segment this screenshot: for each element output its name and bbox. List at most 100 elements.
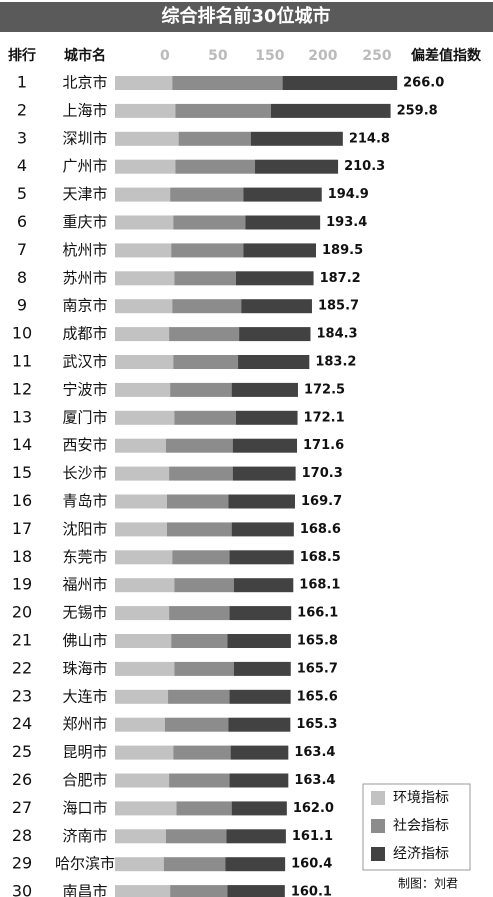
bar-segment	[115, 773, 170, 788]
bar-segment	[115, 299, 173, 314]
bar-segment	[230, 745, 289, 760]
bar-segment	[115, 215, 174, 230]
bar-segment	[115, 271, 175, 286]
category-label: 南昌市	[62, 883, 107, 897]
bar-segment	[232, 438, 298, 453]
bar-segment	[171, 634, 228, 648]
bar-segment	[176, 801, 232, 816]
bar-segment	[166, 494, 229, 509]
total-label: 184.3	[316, 327, 357, 342]
bar-segment	[243, 243, 317, 258]
total-label: 210.3	[344, 159, 385, 174]
category-label: 无锡市	[62, 604, 107, 622]
bar-segment	[239, 327, 311, 342]
bar-segment	[115, 187, 171, 202]
category-label: 上海市	[62, 101, 107, 119]
bar-segment	[175, 159, 256, 174]
total-label: 169.7	[301, 494, 342, 509]
rank-label: 29	[12, 854, 32, 873]
chart-title: 综合排名前30位城市	[161, 5, 330, 27]
legend-swatch	[371, 819, 385, 833]
bar-segment	[227, 885, 285, 897]
total-label: 163.4	[294, 745, 335, 760]
total-label: 183.2	[315, 355, 356, 370]
rank-label: 25	[12, 742, 32, 761]
total-label: 193.4	[326, 215, 367, 230]
bar-segment	[169, 606, 230, 621]
bar-segment	[115, 466, 170, 481]
bar-segment	[231, 801, 287, 816]
rank-label: 10	[12, 324, 32, 343]
bar-segment	[115, 76, 173, 90]
category-label: 宁波市	[62, 380, 107, 398]
rank-label: 7	[17, 240, 27, 259]
total-label: 170.3	[302, 466, 343, 481]
rank-label: 11	[12, 352, 32, 371]
bar-segment	[115, 661, 175, 676]
bar-segment	[235, 271, 314, 286]
rank-label: 13	[12, 407, 32, 426]
bar-segment	[229, 606, 292, 621]
rank-label: 4	[17, 156, 27, 175]
legend-label: 环境指标	[393, 790, 449, 806]
rank-label: 20	[12, 603, 32, 622]
bar-segment	[168, 689, 230, 704]
rank-label: 15	[12, 463, 32, 482]
bar-segment	[115, 494, 167, 509]
bar-segment	[229, 773, 289, 788]
bar-segment	[115, 885, 171, 897]
total-label: 168.6	[300, 522, 341, 537]
bar-segment	[228, 494, 296, 509]
category-header: 城市名	[64, 47, 106, 64]
category-label: 大连市	[62, 687, 107, 705]
category-label: 济南市	[62, 827, 107, 845]
total-label: 189.5	[322, 243, 363, 258]
category-label: 武汉市	[62, 353, 107, 371]
total-label: 185.7	[318, 299, 359, 314]
category-label: 北京市	[62, 74, 107, 92]
rank-label: 16	[12, 491, 32, 510]
total-label: 165.3	[296, 717, 337, 732]
bar-segment	[173, 215, 246, 230]
x-tick-label: 200	[308, 48, 337, 64]
category-label: 哈尔滨市	[55, 855, 115, 873]
bar-segment	[175, 103, 271, 118]
bar-segment	[241, 299, 312, 314]
legend-swatch	[371, 791, 385, 805]
bar-segment	[166, 522, 232, 537]
category-label: 厦门市	[62, 408, 107, 426]
bar-segment	[171, 243, 244, 258]
bar-segment	[115, 717, 165, 732]
bar-segment	[165, 438, 233, 453]
x-tick-label: 50	[208, 48, 228, 64]
bar-segment	[169, 466, 233, 481]
category-label: 重庆市	[62, 213, 107, 231]
legend-label: 社会指标	[393, 818, 449, 834]
total-label: 161.1	[292, 829, 333, 844]
total-label: 163.4	[294, 773, 335, 788]
category-label: 郑州市	[62, 715, 107, 733]
rank-label: 23	[12, 686, 32, 705]
total-label: 266.0	[403, 76, 444, 91]
total-label: 168.5	[300, 550, 341, 565]
category-label: 天津市	[62, 185, 107, 203]
bar-segment	[115, 159, 176, 174]
bar-segment	[115, 131, 179, 146]
bar-segment	[173, 355, 239, 369]
bar-segment	[169, 773, 230, 788]
total-label: 259.8	[397, 103, 438, 118]
bar-segment	[238, 355, 310, 369]
category-label: 沈阳市	[62, 520, 107, 538]
total-label: 165.7	[297, 661, 338, 676]
bar-segment	[229, 689, 291, 704]
rank-label: 8	[17, 268, 27, 287]
total-label: 172.1	[304, 410, 345, 425]
bar-segment	[235, 410, 298, 425]
total-label: 168.1	[299, 578, 340, 593]
bar-segment	[282, 76, 398, 90]
bar-segment	[115, 103, 176, 118]
category-label: 广州市	[62, 157, 107, 175]
category-label: 珠海市	[62, 659, 107, 677]
rank-label: 21	[12, 631, 32, 650]
